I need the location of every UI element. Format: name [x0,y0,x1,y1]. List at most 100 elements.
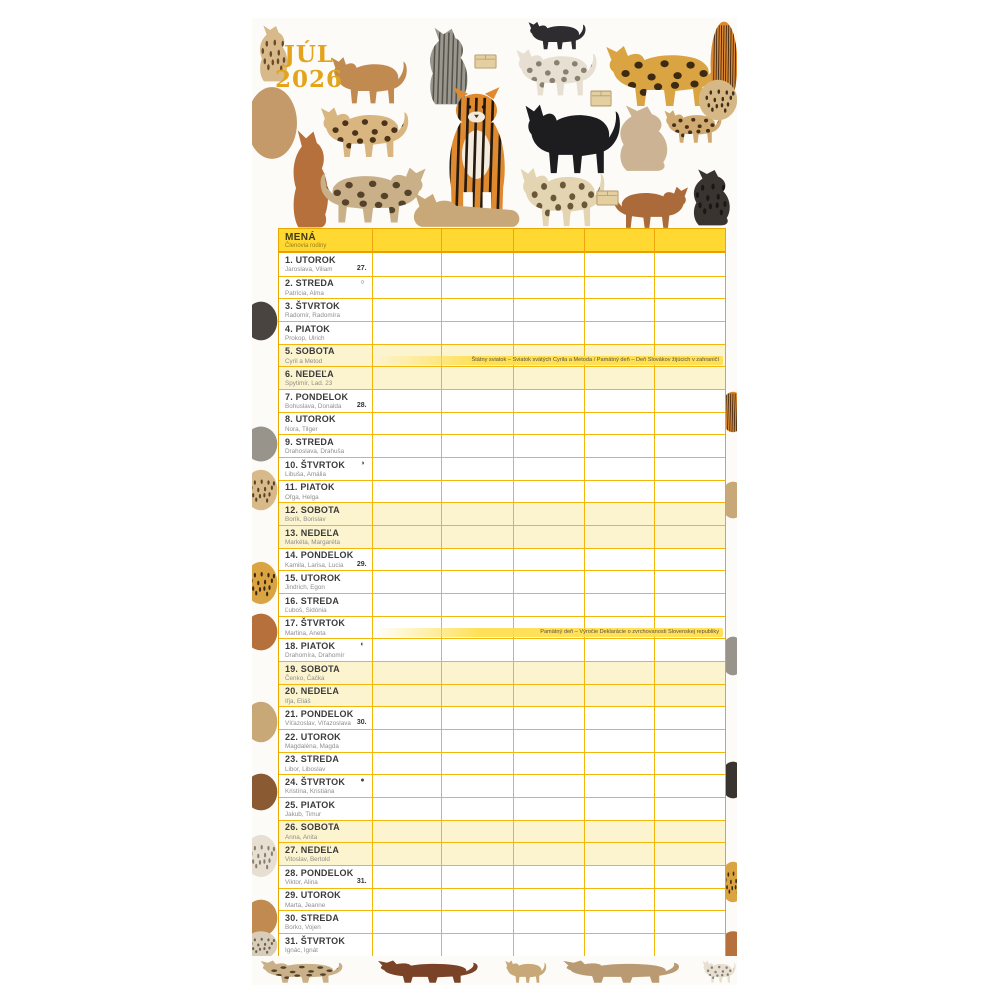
day-label-cell: 30. STREDA Borko, Vojen [279,911,372,933]
bottom-edge-collage-strip [252,956,737,985]
day-row-1: 1. UTOROK Jaroslava, Viliam 27. [279,253,725,276]
day-number-and-name: 30. STREDA [285,912,340,923]
nameday-names: Oľga, Helga [285,493,319,501]
fur-edge-illustration [252,561,278,605]
day-number-and-name: 9. STREDA [285,436,334,447]
day-number-and-name: 7. PONDELOK [285,391,349,402]
grid-cell [441,934,513,956]
grid-cell [583,548,655,571]
grid-cell [441,390,513,412]
day-label-cell: 17. ŠTVRTOK Martina, Aneta [279,617,372,639]
day-number-and-name: 1. UTOROK [285,254,336,265]
day-row-11: 11. PIATOK Oľga, Helga [279,479,725,503]
grid-cell [512,299,584,322]
jaguarundi-bottom-illustration [378,960,478,983]
nameday-names: Prokop, Ulrich [285,335,325,343]
grid-cell [654,639,725,662]
nameday-names: Anna, Anita [285,833,318,841]
grid-cell [371,253,442,276]
day-row-13: 13. NEDEĽA Markéta, Margaréta [279,525,725,548]
nameday-names: Kristína, Kristiána [285,788,335,796]
fur-edge-illustration [252,426,278,462]
grid-cell [654,662,725,684]
grid-cell [371,888,442,911]
day-number-and-name: 6. NEDEĽA [285,368,334,379]
grid-cell [583,843,655,866]
fur-edge-illustration [252,899,278,937]
day-row-27: 27. NEDEĽA Vitoslav, Bertold [279,842,725,866]
grid-cell [583,526,655,548]
grid-cell [512,843,584,866]
nameday-names: Spytimír, Lad. 23 [285,380,333,388]
grid-cell [654,322,725,344]
day-label-cell: 1. UTOROK Jaroslava, Viliam 27. [279,253,372,276]
grid-cell [371,934,442,956]
day-row-20: 20. NEDEĽA Iľja, Eliáš [279,683,725,707]
day-label-cell: 23. STREDA Libor, Liboslav [279,753,372,775]
ocelot-walking-illustration [321,107,409,158]
day-number-and-name: 25. PIATOK [285,799,336,810]
lynx-corner-illustration [260,25,288,82]
grid-cell [512,435,584,458]
grid-cell [441,798,513,820]
nameday-names: Čenko, Čačka [285,675,325,683]
grid-cell [512,548,584,571]
grid-cell [512,707,584,730]
grid-cell [371,526,442,548]
moon-phase-icon: ● [360,777,365,785]
day-row-22: 22. UTOROK Magdaléna, Magda [279,729,725,752]
day-number-and-name: 16. STREDA [285,595,340,606]
grid-cell [583,639,655,662]
day-row-10: 10. ŠTVRTOK Libuša, Amália ◑ [279,457,725,480]
grid-cell [371,775,442,798]
fur-edge-illustration [726,391,737,433]
day-label-cell: 2. STREDA Patrícia, Alma ○ [279,277,372,299]
grid-cell [371,571,442,594]
header-column-cell [512,229,584,251]
day-label-cell: 3. ŠTVRTOK Radomír, Radomíra [279,299,372,321]
day-number-and-name: 3. ŠTVRTOK [285,300,340,311]
day-row-7: 7. PONDELOK Bohuslava, Donalda 28. [279,389,725,412]
day-row-8: 8. UTOROK Nora, Tilger [279,411,725,435]
fur-edge-illustration [252,469,278,511]
day-number-and-name: 27. NEDEĽA [285,844,340,855]
month-title: JÚL 2026 [274,42,344,92]
grid-cell [654,390,725,412]
nameday-names: Vitoslav, Bertold [285,856,330,864]
nameday-names: Jindrich, Egon [285,584,325,592]
grid-cell [371,707,442,730]
day-row-23: 23. STREDA Libor, Liboslav [279,751,725,775]
grid-cell [371,344,442,367]
grid-cell [371,820,442,843]
grid-cell [512,752,584,775]
puma-walking-illustration [332,57,407,104]
moon-phase-icon: ◑ [360,460,365,468]
day-number-and-name: 17. ŠTVRTOK [285,618,346,629]
day-number-and-name: 22. UTOROK [285,731,341,742]
grid-cell [654,820,725,843]
fur-edge-illustration [252,301,278,341]
nameday-names: Jaroslava, Viliam [285,266,333,273]
grid-cell [512,911,584,934]
nameday-names: Viktor, Alina [285,879,318,887]
grid-cell [654,888,725,911]
grid-cell [441,299,513,322]
nameday-names: Magdaléna, Magda [285,743,339,751]
day-label-cell: 4. PIATOK Prokop, Ulrich [279,322,372,344]
day-label-cell: 25. PIATOK Jakub, Timur [279,798,372,820]
header-names-cell: MENÁ Členovia rodiny [279,229,372,251]
grid-cell [512,390,584,412]
grid-cell [654,707,725,730]
grid-cell [371,480,442,503]
grid-cell [371,843,442,866]
cardboard-box-illustration [590,90,612,107]
day-number-and-name: 20. NEDEĽA [285,686,340,697]
grid-cell [512,662,584,684]
nameday-names: Patrícia, Alma [285,289,324,297]
day-row-30: 30. STREDA Borko, Vojen [279,910,725,934]
grid-cell [441,276,513,299]
grid-cell [441,730,513,752]
grid-cell [654,866,725,888]
grid-cell [441,503,513,526]
